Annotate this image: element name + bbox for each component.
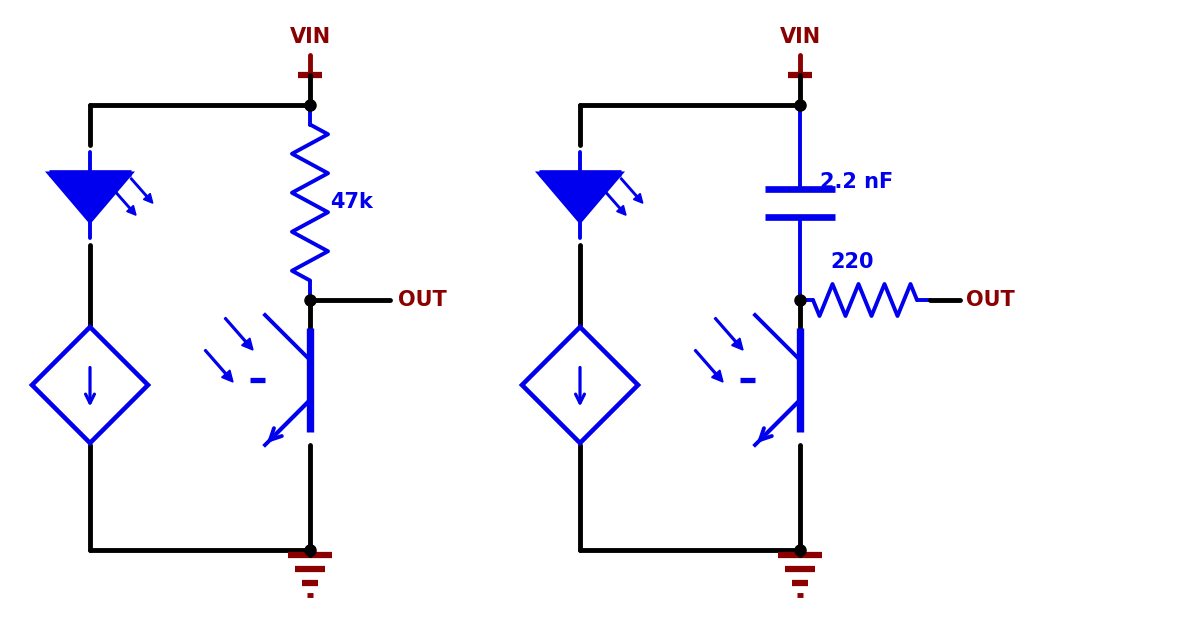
Text: VIN: VIN	[289, 27, 330, 47]
Polygon shape	[32, 327, 148, 443]
Text: 220: 220	[830, 252, 874, 272]
Text: 2.2 nF: 2.2 nF	[820, 172, 893, 192]
FancyArrow shape	[131, 178, 152, 203]
Text: OUT: OUT	[398, 290, 446, 310]
FancyArrow shape	[204, 350, 233, 382]
FancyArrow shape	[114, 189, 136, 215]
Polygon shape	[522, 327, 638, 443]
FancyArrow shape	[604, 189, 626, 215]
Text: VIN: VIN	[780, 27, 821, 47]
Text: 47k: 47k	[330, 192, 373, 212]
FancyArrow shape	[224, 317, 253, 350]
Polygon shape	[49, 173, 131, 222]
FancyArrow shape	[620, 178, 643, 203]
FancyArrow shape	[714, 317, 743, 350]
FancyArrow shape	[695, 350, 722, 382]
Polygon shape	[539, 173, 620, 222]
Text: OUT: OUT	[966, 290, 1015, 310]
